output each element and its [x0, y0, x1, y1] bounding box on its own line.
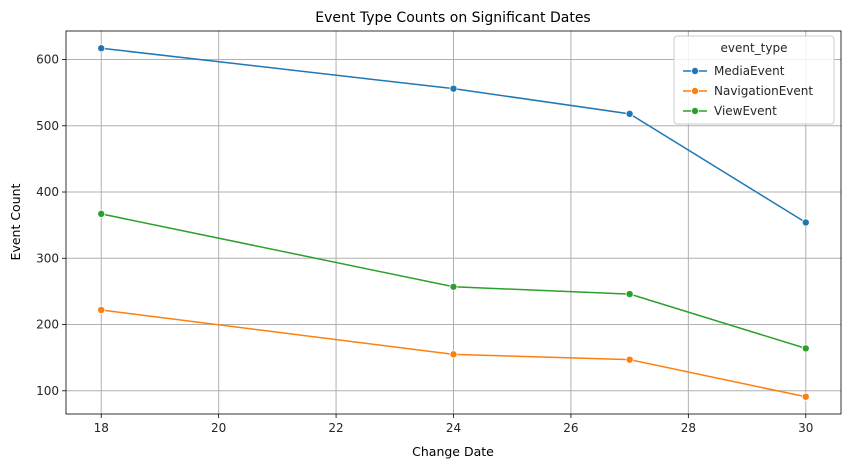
y-tick-label: 500 — [36, 119, 59, 133]
data-point-navigationevent — [449, 350, 458, 359]
series-layer — [97, 44, 810, 401]
y-tick-label: 400 — [36, 185, 59, 199]
legend-label-mediaevent: MediaEvent — [714, 64, 785, 78]
legend-label-viewevent: ViewEvent — [714, 104, 777, 118]
data-point-viewevent — [801, 344, 810, 353]
data-point-mediaevent — [625, 109, 634, 118]
x-tick-label: 26 — [563, 421, 578, 435]
legend-items: MediaEvent NavigationEvent ViewEvent — [683, 64, 813, 118]
y-tick-label: 100 — [36, 384, 59, 398]
y-tick-label: 300 — [36, 251, 59, 265]
x-tick-label: 20 — [211, 421, 226, 435]
legend-label-navigationevent: NavigationEvent — [714, 84, 813, 98]
chart-title: Event Type Counts on Significant Dates — [315, 10, 590, 26]
legend-marker-navigationevent — [691, 87, 700, 96]
x-tick-label: 22 — [328, 421, 343, 435]
data-point-navigationevent — [97, 305, 106, 314]
y-tick-label: 200 — [36, 318, 59, 332]
data-point-viewevent — [449, 282, 458, 291]
x-tick-label: 18 — [94, 421, 109, 435]
series-line-mediaevent — [101, 47, 807, 224]
y-axis-label: Event Count — [8, 183, 23, 260]
x-tick-label: 30 — [798, 421, 813, 435]
legend: event_type MediaEvent NavigationEvent View… — [673, 35, 835, 125]
x-axis-label: Change Date — [412, 444, 494, 459]
data-point-viewevent — [97, 209, 106, 218]
legend-marker-mediaevent — [691, 67, 700, 76]
series-line-viewevent — [101, 213, 806, 350]
series-line-navigationevent — [101, 309, 806, 398]
data-point-mediaevent — [97, 44, 106, 53]
x-tick-label: 28 — [681, 421, 696, 435]
data-point-navigationevent — [625, 355, 634, 364]
legend-marker-viewevent — [691, 107, 700, 116]
data-point-viewevent — [625, 290, 634, 299]
data-point-mediaevent — [449, 84, 458, 93]
data-point-navigationevent — [801, 392, 810, 401]
data-point-mediaevent — [801, 218, 810, 227]
legend-title: event_type — [721, 41, 788, 55]
x-tick-label: 24 — [446, 421, 461, 435]
ticks: 18 20 22 24 26 28 30 100 200 300 400 500 600 — [36, 52, 813, 435]
y-tick-label: 600 — [36, 52, 59, 66]
legend-box — [673, 35, 835, 125]
